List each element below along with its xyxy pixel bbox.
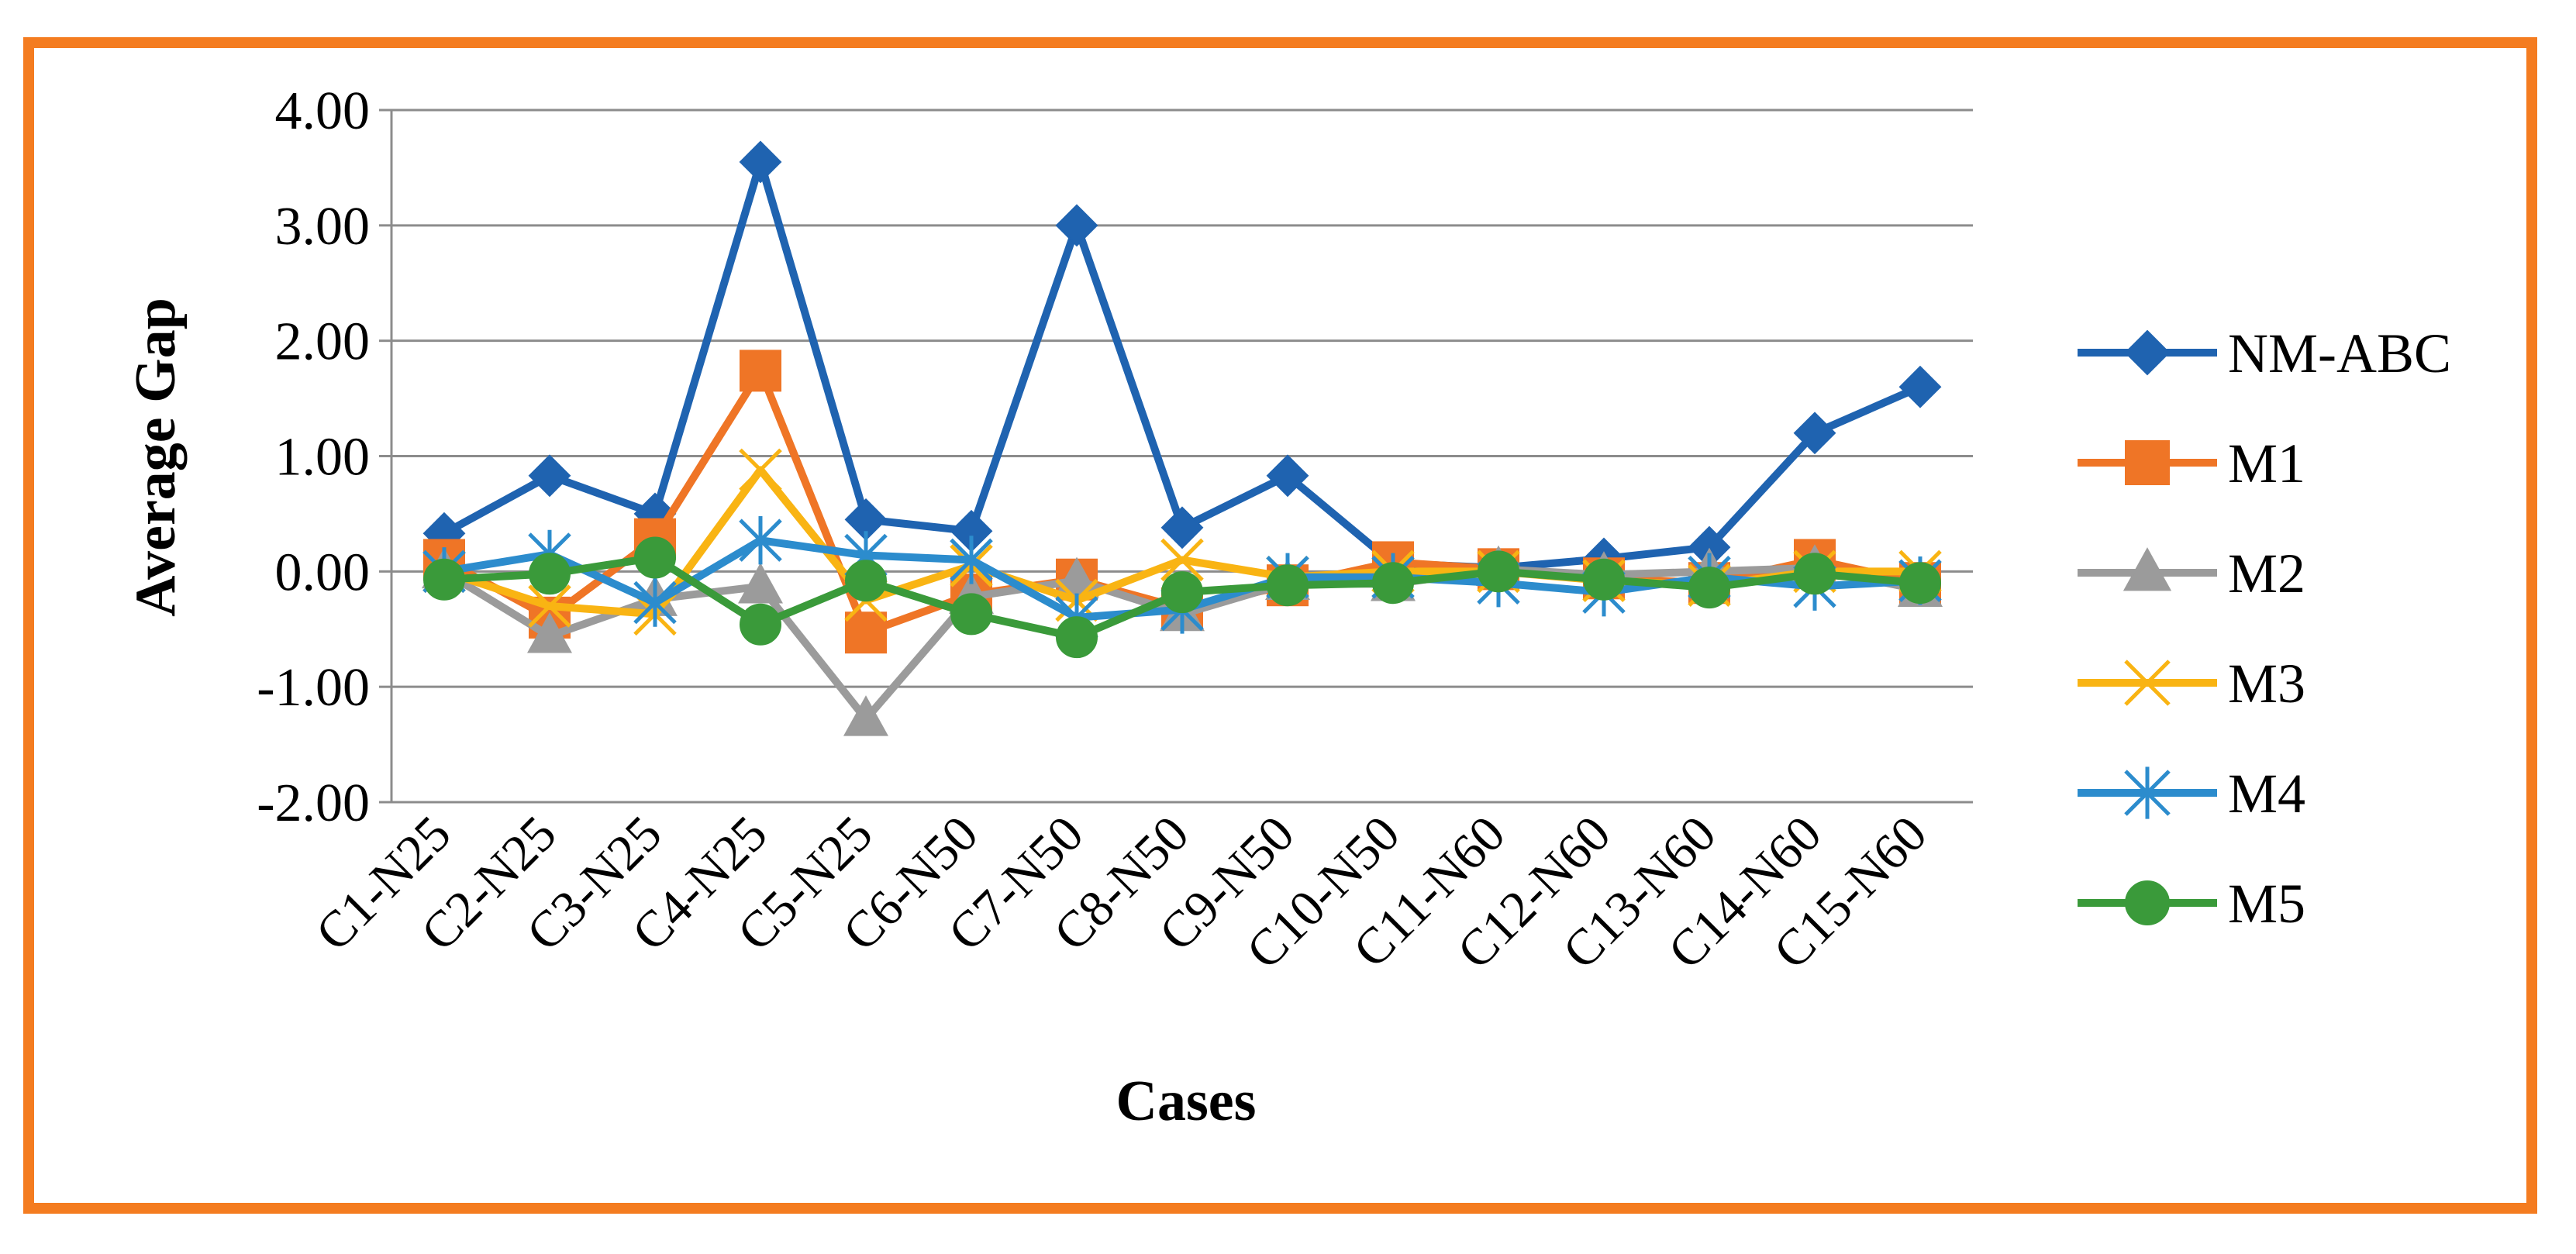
x-axis-title: Cases (1116, 1070, 1257, 1133)
point-m2-4 (738, 563, 783, 604)
legend-item-m2: M2 (2078, 543, 2305, 605)
point-m5-1 (423, 558, 465, 601)
point-m5-10 (1372, 562, 1414, 605)
chart-frame (23, 37, 2537, 1214)
point-m5-7 (1056, 616, 1098, 659)
legend-marker-m2 (2123, 547, 2172, 591)
point-m4-6 (950, 536, 993, 584)
point-m5-3 (634, 536, 676, 579)
point-m5-14 (1794, 553, 1836, 595)
point-m3-8 (1160, 538, 1204, 582)
legend-item-m3: M3 (2078, 653, 2305, 715)
y-axis-title: Average Gap (124, 298, 188, 617)
point-nm-abc-4 (739, 140, 782, 184)
point-m5-15 (1899, 562, 1941, 605)
legend-item-m5: M5 (2078, 873, 2305, 935)
series-group (422, 140, 1943, 736)
point-nm-abc-15 (1898, 365, 1942, 408)
legend-marker-m3 (2124, 660, 2171, 706)
point-nm-abc-8 (1160, 506, 1204, 549)
point-m5-6 (950, 593, 992, 636)
legend-label-nm-abc: NM-ABC (2228, 322, 2451, 384)
point-m1-4 (740, 350, 781, 392)
y-tick-label-1: -1.00 (257, 658, 370, 718)
point-m4-3 (633, 578, 677, 627)
legend-marker-nm-abc (2124, 329, 2171, 376)
point-m5-13 (1688, 567, 1730, 609)
legend-marker-m1 (2125, 440, 2170, 485)
legend-item-m1: M1 (2078, 432, 2305, 494)
point-m1-5 (845, 611, 887, 654)
point-m3-2 (528, 584, 571, 628)
point-m2-2 (527, 612, 572, 653)
legend-label-m5: M5 (2228, 873, 2305, 935)
point-nm-abc-2 (528, 454, 571, 498)
y-axis-ticks: -2.00 -1.00 0.00 1.00 2.00 3.00 4.00 (257, 81, 370, 833)
y-tick-label-5: 3.00 (275, 197, 371, 257)
y-tick-label-6: 4.00 (275, 81, 371, 141)
point-m5-2 (529, 553, 571, 595)
legend-item-m4: M4 (2078, 763, 2305, 825)
legend-marker-m5 (2125, 880, 2170, 925)
y-tick-label-2: 0.00 (275, 543, 371, 602)
gridlines (379, 109, 1973, 804)
point-nm-abc-14 (1793, 412, 1836, 455)
legend-label-m3: M3 (2228, 653, 2305, 715)
point-m5-9 (1267, 564, 1309, 607)
point-m5-5 (845, 560, 887, 602)
legend: NM-ABC M1 M2 M3 M4 M5 (2078, 322, 2451, 935)
legend-label-m4: M4 (2228, 763, 2305, 825)
point-m3-4 (739, 448, 782, 492)
point-m5-4 (740, 603, 781, 646)
legend-marker-m4 (2124, 767, 2171, 819)
series-m5 (423, 536, 1941, 659)
legend-label-m1: M1 (2228, 432, 2305, 494)
y-tick-label-0: -2.00 (257, 773, 370, 833)
y-tick-label-4: 2.00 (275, 312, 371, 372)
point-m5-8 (1161, 571, 1203, 614)
legend-item-nm-abc: NM-ABC (2078, 322, 2451, 384)
x-axis-ticks: C1-N25C2-N25C3-N25C4-N25C5-N25C6-N50C7-N… (305, 805, 1938, 980)
point-m4-4 (739, 515, 782, 565)
point-m5-12 (1583, 558, 1625, 601)
point-nm-abc-9 (1266, 454, 1309, 498)
point-m2-5 (843, 695, 888, 736)
point-nm-abc-7 (1055, 204, 1098, 247)
y-tick-label-3: 1.00 (275, 428, 371, 487)
point-m5-11 (1478, 550, 1519, 593)
legend-label-m2: M2 (2228, 543, 2305, 605)
